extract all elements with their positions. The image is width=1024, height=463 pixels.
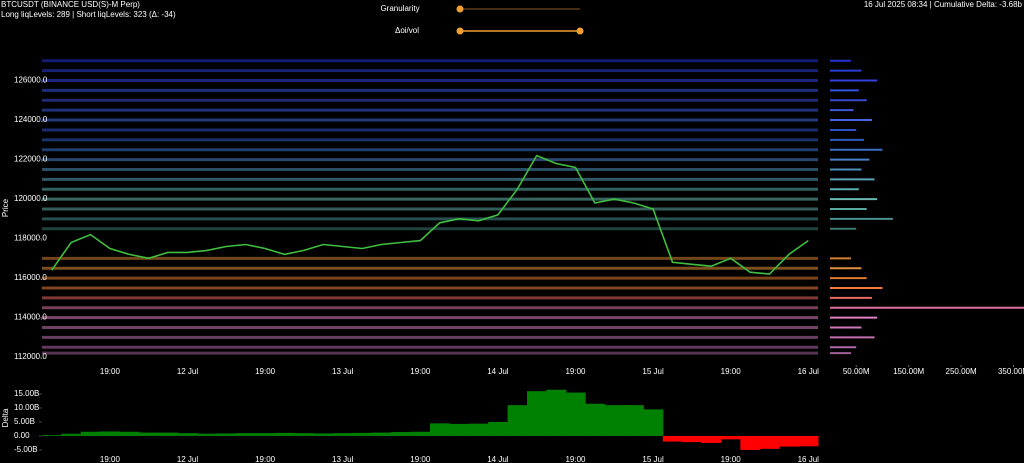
x-tick-label: 19:00 xyxy=(255,367,276,376)
delta-bar xyxy=(255,433,276,436)
delta-bar xyxy=(779,435,800,447)
delta-x-tick-label: 19:00 xyxy=(721,455,742,463)
y-tick-label: 114000.0 xyxy=(14,313,47,322)
oi-vol-label: Δoi/vol xyxy=(395,26,419,35)
levels-summary: Long liqLevels: 289 | Short liqLevels: 3… xyxy=(1,10,176,19)
hist-tick-label: 250.00M xyxy=(946,367,977,376)
delta-bar xyxy=(42,435,62,436)
granularity-label: Granularity xyxy=(380,4,419,13)
delta-bar xyxy=(585,403,606,436)
x-tick-label: 14 Jul xyxy=(487,367,509,376)
delta-x-tick-label: 16 Jul xyxy=(798,455,820,463)
delta-bar xyxy=(158,432,179,436)
oi-vol-handle-high[interactable] xyxy=(576,27,584,35)
delta-bar xyxy=(449,423,470,436)
x-tick-label: 19:00 xyxy=(100,367,121,376)
y-tick-label: 118000.0 xyxy=(14,234,47,243)
delta-bar xyxy=(410,431,431,436)
delta-bar xyxy=(430,423,450,436)
delta-bar xyxy=(177,433,198,436)
y-tick-label: 124000.0 xyxy=(14,115,48,124)
delta-bar xyxy=(236,433,256,436)
delta-x-tick-label: 14 Jul xyxy=(487,455,509,463)
delta-bar xyxy=(216,433,237,436)
delta-bar xyxy=(721,435,741,440)
hist-tick-label: 150.00M xyxy=(893,367,924,376)
delta-bar xyxy=(468,423,489,436)
delta-bar xyxy=(624,405,644,436)
delta-tick-label: 0.00 xyxy=(14,431,30,440)
x-tick-label: 19:00 xyxy=(410,367,431,376)
y-tick-label: 116000.0 xyxy=(14,273,47,282)
delta-x-tick-label: 12 Jul xyxy=(177,455,199,463)
delta-bar xyxy=(527,391,547,436)
delta-bar xyxy=(546,389,567,436)
hist-tick-label: 350.00M xyxy=(998,367,1024,376)
y-axis-title: Price xyxy=(1,198,10,217)
granularity-handle[interactable] xyxy=(456,5,464,13)
delta-tick-label: 15.00B xyxy=(14,389,39,398)
delta-bar xyxy=(488,421,509,436)
delta-bar xyxy=(61,433,82,436)
x-tick-label: 13 Jul xyxy=(332,367,354,376)
status-text: 16 Jul 2025 08:34 | Cumulative Delta: -3… xyxy=(864,0,1023,9)
y-tick-label: 122000.0 xyxy=(14,155,48,164)
delta-bar xyxy=(313,433,334,436)
x-tick-label: 16 Jul xyxy=(798,367,820,376)
delta-bar xyxy=(197,433,218,436)
delta-bar xyxy=(274,432,295,436)
x-tick-label: 15 Jul xyxy=(642,367,664,376)
delta-tick-label: 10.00B xyxy=(14,403,39,412)
delta-x-tick-label: 19:00 xyxy=(565,455,586,463)
y-tick-label: 126000.0 xyxy=(14,76,48,85)
delta-bar xyxy=(643,409,664,436)
delta-bar xyxy=(604,405,625,436)
y-tick-label: 112000.0 xyxy=(14,352,47,361)
delta-bar xyxy=(119,431,140,436)
delta-axis-title: Delta xyxy=(1,408,10,427)
hist-tick-label: 50.00M xyxy=(843,367,870,376)
delta-bar xyxy=(701,435,722,443)
delta-bar xyxy=(371,432,392,436)
delta-x-tick-label: 19:00 xyxy=(410,455,431,463)
delta-bar xyxy=(80,431,101,436)
delta-bar xyxy=(100,431,121,436)
delta-tick-label: -5.00B xyxy=(14,445,38,454)
x-tick-label: 19:00 xyxy=(565,367,586,376)
delta-x-tick-label: 15 Jul xyxy=(642,455,664,463)
delta-x-tick-label: 19:00 xyxy=(255,455,276,463)
x-tick-label: 19:00 xyxy=(721,367,742,376)
delta-bar xyxy=(682,435,703,443)
delta-x-tick-label: 19:00 xyxy=(100,455,121,463)
delta-x-tick-label: 13 Jul xyxy=(332,455,354,463)
x-tick-label: 12 Jul xyxy=(177,367,199,376)
delta-bar xyxy=(759,435,780,449)
delta-bar xyxy=(662,435,683,442)
delta-bar xyxy=(507,405,528,436)
delta-bar xyxy=(352,432,373,436)
delta-bar xyxy=(333,433,353,436)
symbol-title: BTCUSDT (BINANCE USD(S)-M Perp) xyxy=(1,0,140,9)
delta-tick-label: 5.00B xyxy=(14,417,35,426)
delta-bar xyxy=(139,432,159,436)
oi-vol-handle-low[interactable] xyxy=(456,27,464,35)
delta-bar xyxy=(798,435,819,447)
delta-bar xyxy=(565,392,586,436)
delta-bar xyxy=(391,432,412,436)
y-tick-label: 120000.0 xyxy=(14,194,48,203)
delta-bar xyxy=(294,433,315,436)
price-line xyxy=(51,154,809,275)
delta-bar xyxy=(740,435,761,450)
